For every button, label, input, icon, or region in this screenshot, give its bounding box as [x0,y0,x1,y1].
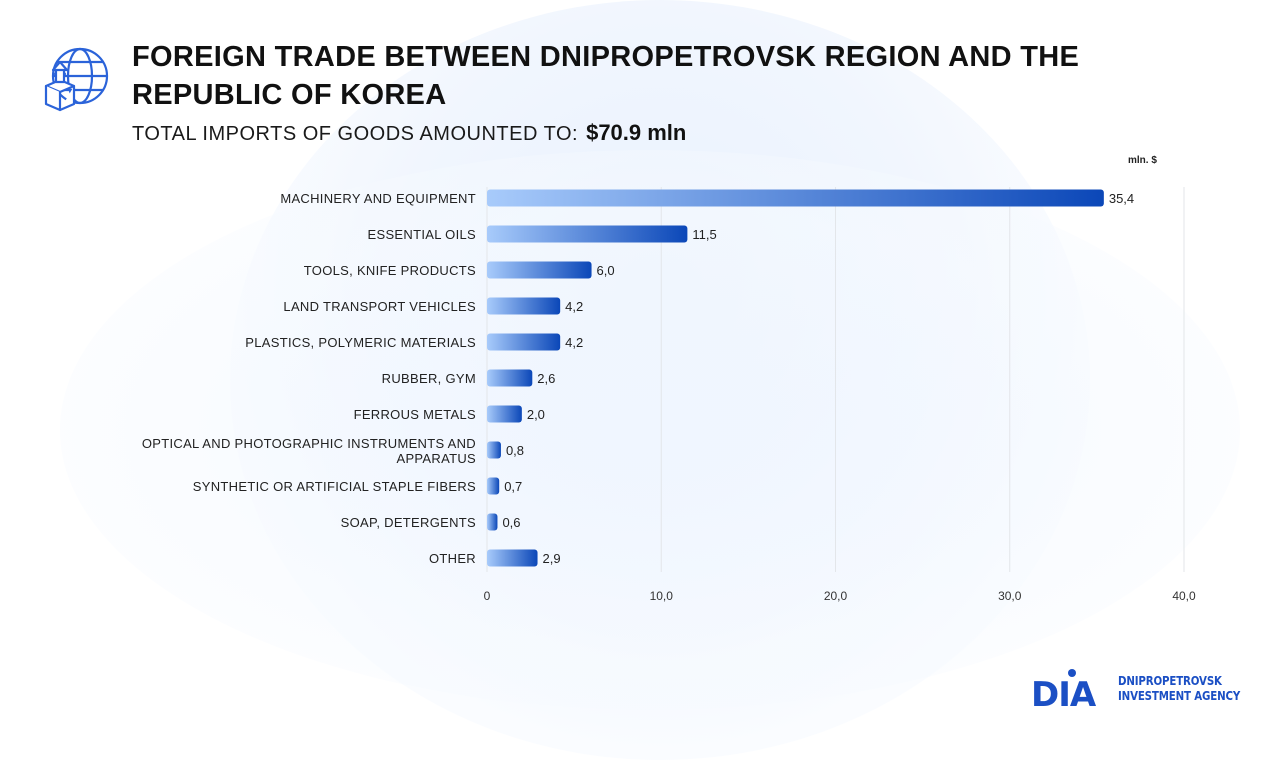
unit-label: mln. $ [1128,155,1157,166]
category-label: OPTICAL AND PHOTOGRAPHIC INSTRUMENTS AND… [142,436,476,466]
bar [487,549,538,567]
category-label-line: APPARATUS [396,451,476,466]
dia-logo: DIA DNIPROPETROVSK INVESTMENT AGENCY [1030,668,1267,708]
dia-logo-mark: DIA [1030,669,1112,708]
bar-chart: 35,4 MACHINERY AND EQUIPMENT 11,5 ESSENTIAL… [142,187,1196,603]
subtitle-value: $70.9 mln [586,120,687,145]
data-label: 11,5 [692,227,716,242]
bar [487,333,561,351]
category-label: LAND TRANSPORT VEHICLES [283,299,476,314]
bar [487,261,592,279]
logo-line-1: DNIPROPETROVSK [1118,673,1222,688]
category-label: SOAP, DETERGENTS [341,515,476,530]
bar [487,405,522,423]
bar [487,441,501,459]
background-glow-lower [60,150,1240,710]
x-tick-label: 0 [484,589,491,603]
data-label: 0,7 [504,479,522,494]
data-label: 35,4 [1109,191,1134,206]
subtitle: TOTAL IMPORTS OF GOODS AMOUNTED TO: $70.9… [132,120,686,146]
bar [487,477,500,495]
data-label: 2,0 [527,407,545,422]
x-tick-label: 40,0 [1172,589,1196,603]
subtitle-label: TOTAL IMPORTS OF GOODS AMOUNTED TO: [132,123,579,145]
data-label: 4,2 [565,299,583,314]
x-tick-label: 30,0 [998,589,1022,603]
dia-logo-letters: DIA [1031,675,1097,708]
bar [487,225,688,243]
bar [487,189,1104,207]
x-tick-label: 10,0 [650,589,674,603]
logo-line-2: INVESTMENT AGENCY [1118,688,1241,703]
data-label: 0,6 [502,515,520,530]
bar [487,513,498,531]
category-label: MACHINERY AND EQUIPMENT [280,191,476,206]
category-label: TOOLS, KNIFE PRODUCTS [304,263,476,278]
category-label-line: OPTICAL AND PHOTOGRAPHIC INSTRUMENTS AND [142,436,476,451]
data-label: 0,8 [506,443,524,458]
category-label: FERROUS METALS [354,407,476,422]
category-label: RUBBER, GYM [382,371,476,386]
data-label: 2,9 [543,551,561,566]
globe-upload-box-icon [44,47,109,112]
data-label: 4,2 [565,335,583,350]
data-label: 6,0 [597,263,615,278]
category-label: PLASTICS, POLYMERIC MATERIALS [245,335,476,350]
bar [487,369,533,387]
dia-logo-text: DNIPROPETROVSK INVESTMENT AGENCY [1118,673,1240,703]
category-label: ESSENTIAL OILS [368,227,477,242]
category-label: OTHER [429,551,476,566]
bar [487,297,561,315]
x-tick-label: 20,0 [824,589,848,603]
data-label: 2,6 [537,371,555,386]
page-title: FOREIGN TRADE BETWEEN DNIPROPETROVSK REG… [132,41,1080,111]
category-label: SYNTHETIC OR ARTIFICIAL STAPLE FIBERS [193,479,476,494]
